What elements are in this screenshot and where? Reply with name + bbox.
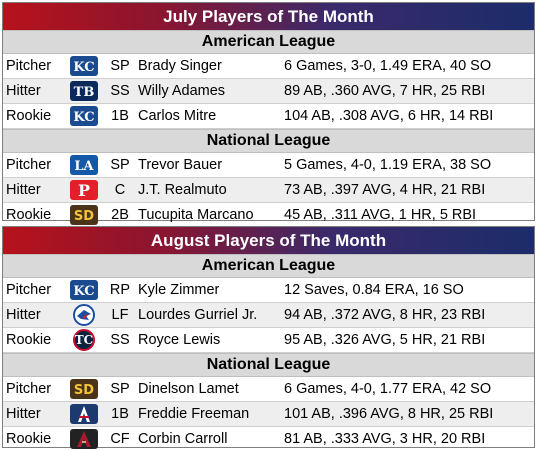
july-panel: July Players of The Month American Leagu…	[2, 2, 535, 225]
player-stats: 89 AB, .360 AVG, 7 HR, 25 RBI	[284, 83, 486, 99]
position-label: SS	[110, 332, 130, 348]
role-label: Hitter	[6, 307, 41, 323]
position-label: CF	[110, 431, 130, 447]
svg-text:P: P	[78, 181, 90, 200]
player-stats: 6 Games, 3-0, 1.49 ERA, 40 SO	[284, 58, 492, 74]
role-label: Pitcher	[6, 381, 52, 397]
position-label: SP	[110, 58, 130, 74]
role-label: Hitter	[6, 406, 41, 422]
panel-title: July Players of The Month	[3, 3, 534, 30]
player-stats: 95 AB, .326 AVG, 5 HR, 21 RBI	[284, 332, 486, 348]
league-header: National League	[3, 353, 534, 377]
role-label: Rookie	[6, 108, 52, 124]
role-label: Pitcher	[6, 58, 52, 74]
table-row: Rookie SD 2B Tucupita Marcano 45 AB, .31…	[3, 203, 534, 227]
table-row: Rookie CF Corbin Carroll 81 AB, .333 AVG…	[3, 427, 534, 451]
league-header: American League	[3, 30, 534, 54]
player-name: J.T. Realmuto	[138, 182, 227, 198]
league-header: National League	[3, 129, 534, 153]
player-name: Tucupita Marcano	[138, 207, 254, 223]
twins-logo-icon: TC	[64, 328, 104, 352]
player-stats: 104 AB, .308 AVG, 6 HR, 14 RBI	[284, 108, 494, 124]
position-label: 1B	[111, 406, 129, 422]
league-header: American League	[3, 254, 534, 278]
player-stats: 12 Saves, 0.84 ERA, 16 SO	[284, 282, 464, 298]
padres-logo-icon: SD	[64, 377, 104, 401]
table-row: Pitcher SD SP Dinelson Lamet 6 Games, 4-…	[3, 377, 534, 402]
player-stats: 101 AB, .396 AVG, 8 HR, 25 RBI	[284, 406, 494, 422]
diamondbacks-logo-icon	[64, 427, 104, 451]
table-row: Hitter P C J.T. Realmuto 73 AB, .397 AVG…	[3, 178, 534, 203]
royals-logo-icon: KC	[64, 54, 104, 78]
svg-text:SD: SD	[74, 209, 94, 224]
player-name: Freddie Freeman	[138, 406, 250, 422]
player-name: Dinelson Lamet	[138, 381, 239, 397]
role-label: Hitter	[6, 182, 41, 198]
svg-text:KC: KC	[73, 284, 94, 299]
table-row: Pitcher KC RP Kyle Zimmer 12 Saves, 0.84…	[3, 278, 534, 303]
svg-text:LA: LA	[74, 159, 94, 174]
table-row: Hitter TB SS Willy Adames 89 AB, .360 AV…	[3, 79, 534, 104]
role-label: Hitter	[6, 83, 41, 99]
blue-jays-logo-icon	[64, 303, 104, 327]
position-label: SP	[110, 381, 130, 397]
position-label: SP	[110, 157, 130, 173]
position-label: SS	[110, 83, 130, 99]
player-stats: 45 AB, .311 AVG, 1 HR, 5 RBI	[284, 207, 477, 223]
player-stats: 81 AB, .333 AVG, 3 HR, 20 RBI	[284, 431, 486, 447]
svg-text:KC: KC	[73, 110, 94, 125]
player-name: Kyle Zimmer	[138, 282, 220, 298]
player-stats: 94 AB, .372 AVG, 8 HR, 23 RBI	[284, 307, 486, 323]
player-name: Willy Adames	[138, 83, 226, 99]
phillies-logo-icon: P	[64, 178, 104, 202]
player-stats: 6 Games, 4-0, 1.77 ERA, 42 SO	[284, 381, 492, 397]
player-name: Trevor Bauer	[138, 157, 223, 173]
dodgers-logo-icon: LA	[64, 153, 104, 177]
svg-text:SD: SD	[74, 383, 94, 398]
position-label: LF	[111, 307, 129, 323]
player-name: Lourdes Gurriel Jr.	[138, 307, 258, 323]
table-row: Pitcher KC SP Brady Singer 6 Games, 3-0,…	[3, 54, 534, 79]
player-name: Brady Singer	[138, 58, 222, 74]
padres-logo-icon: SD	[64, 203, 104, 227]
player-stats: 5 Games, 4-0, 1.19 ERA, 38 SO	[284, 157, 492, 173]
role-label: Rookie	[6, 431, 52, 447]
panel-title: August Players of The Month	[3, 227, 534, 254]
player-name: Corbin Carroll	[138, 431, 228, 447]
royals-logo-icon: KC	[64, 278, 104, 302]
braves-logo-icon	[64, 402, 104, 426]
role-label: Pitcher	[6, 282, 52, 298]
position-label: 2B	[111, 207, 129, 223]
role-label: Pitcher	[6, 157, 52, 173]
table-row: Pitcher LA SP Trevor Bauer 5 Games, 4-0,…	[3, 153, 534, 178]
table-row: Hitter 1B Freddie Freeman 101 AB, .396 A…	[3, 402, 534, 427]
svg-text:TC: TC	[75, 333, 93, 347]
position-label: C	[114, 182, 126, 198]
rays-logo-icon: TB	[64, 79, 104, 103]
august-panel: August Players of The Month American Lea…	[2, 226, 535, 451]
player-name: Carlos Mitre	[138, 108, 217, 124]
player-stats: 73 AB, .397 AVG, 4 HR, 21 RBI	[284, 182, 486, 198]
role-label: Rookie	[6, 332, 52, 348]
table-row: Rookie KC 1B Carlos Mitre 104 AB, .308 A…	[3, 104, 534, 129]
role-label: Rookie	[6, 207, 52, 223]
royals-logo-icon: KC	[64, 104, 104, 128]
svg-text:KC: KC	[73, 60, 94, 75]
player-name: Royce Lewis	[138, 332, 221, 348]
table-row: Hitter LF Lourdes Gurriel Jr. 94 AB, .37…	[3, 303, 534, 328]
position-label: RP	[109, 282, 131, 298]
svg-text:TB: TB	[74, 85, 95, 100]
position-label: 1B	[111, 108, 129, 124]
table-row: Rookie TC SS Royce Lewis 95 AB, .326 AVG…	[3, 328, 534, 353]
